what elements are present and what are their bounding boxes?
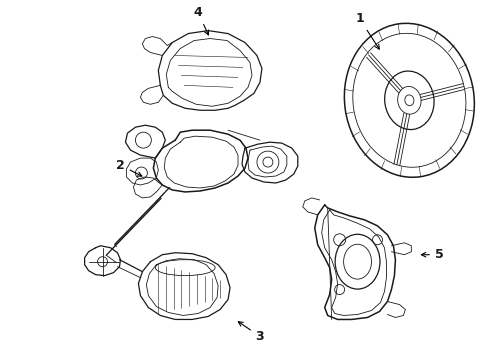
Text: 2: 2 (116, 158, 142, 176)
Text: 3: 3 (238, 322, 264, 343)
Text: 4: 4 (194, 6, 209, 35)
Text: 1: 1 (355, 12, 379, 49)
Text: 5: 5 (421, 248, 443, 261)
